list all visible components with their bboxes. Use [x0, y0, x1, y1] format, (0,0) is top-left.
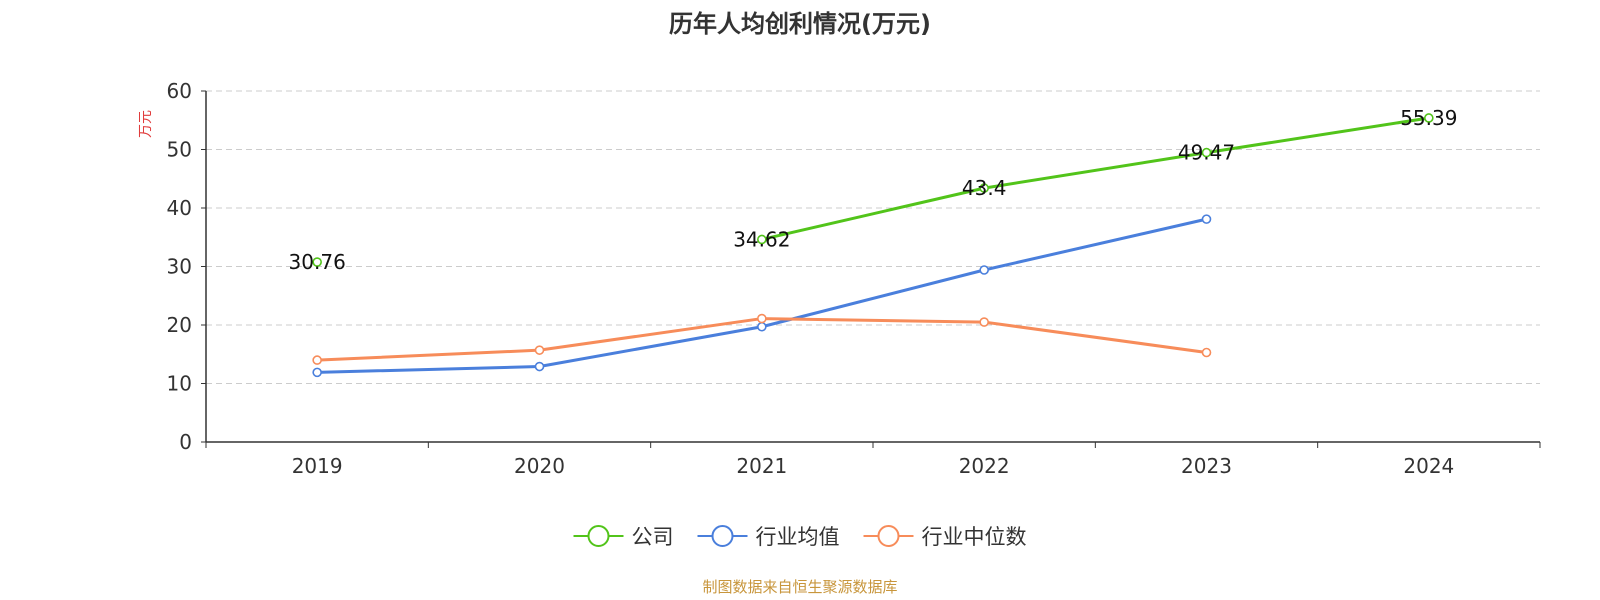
y-tick-label: 30 — [167, 255, 192, 279]
data-label: 55.39 — [1400, 106, 1457, 130]
data-point[interactable] — [534, 345, 545, 355]
y-axis-label: 万元 — [138, 110, 154, 138]
legend-circle-icon — [587, 525, 610, 547]
data-point[interactable] — [757, 313, 767, 324]
y-tick-label: 0 — [179, 430, 192, 454]
data-label: 34.62 — [733, 227, 790, 251]
legend-item[interactable]: 公司 — [573, 525, 674, 549]
y-tick-label: 10 — [167, 372, 192, 396]
legend-circle-icon — [711, 525, 734, 547]
y-tick-label: 20 — [167, 313, 192, 337]
data-point[interactable] — [312, 367, 322, 378]
data-point[interactable] — [312, 257, 322, 267]
data-point[interactable] — [757, 321, 767, 332]
x-tick-label: 2024 — [1403, 454, 1454, 478]
x-tick-label: 2022 — [959, 454, 1010, 478]
data-label: 49.47 — [1178, 141, 1235, 165]
data-point[interactable] — [534, 361, 545, 372]
data-point[interactable] — [1201, 347, 1212, 358]
legend-item[interactable]: 行业中位数 — [863, 525, 1027, 549]
chart-title: 历年人均创利情况(万元) — [669, 10, 931, 38]
series-line — [761, 116, 1430, 241]
data-point[interactable] — [312, 355, 322, 365]
legend[interactable]: 公司 行业均值 行业中位数 — [573, 525, 1027, 549]
legend-label: 行业中位数 — [922, 525, 1027, 549]
axes: 0 10 20 30 40 50 60 2019 2020 2021 2022 2023 2024 — [167, 79, 1541, 478]
data-label: 43.4 — [962, 176, 1007, 200]
grid-lines — [206, 90, 1540, 384]
legend-label: 行业均值 — [756, 525, 840, 549]
data-point[interactable] — [979, 265, 989, 275]
legend-item[interactable]: 行业均值 — [697, 525, 840, 549]
y-tick-label: 40 — [167, 196, 192, 220]
data-point[interactable] — [1201, 214, 1212, 224]
y-tick-label: 60 — [167, 79, 192, 103]
series-lines — [312, 113, 1434, 378]
legend-circle-icon — [877, 525, 900, 547]
x-tick-label: 2023 — [1181, 454, 1232, 478]
source-note: 制图数据来自恒生聚源数据库 — [702, 578, 897, 596]
data-point[interactable] — [757, 234, 767, 245]
y-tick-label: 50 — [167, 138, 192, 162]
legend-label: 公司 — [632, 525, 674, 549]
x-tick-label: 2019 — [292, 454, 343, 478]
data-point[interactable] — [979, 317, 989, 327]
data-point[interactable] — [979, 183, 989, 193]
data-point[interactable] — [1201, 147, 1212, 158]
data-point[interactable] — [1424, 113, 1434, 123]
x-tick-label: 2021 — [736, 454, 787, 478]
x-tick-label: 2020 — [514, 454, 565, 478]
data-label: 30.76 — [289, 250, 346, 274]
data-labels: 30.76 34.62 43.4 49.47 55.39 — [289, 106, 1458, 274]
